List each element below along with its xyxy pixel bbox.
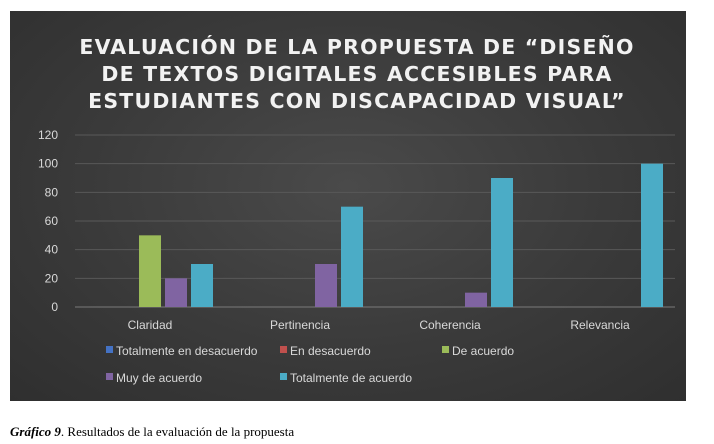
y-tick-label: 40: [45, 243, 59, 257]
caption-label: Gráfico 9: [10, 424, 61, 439]
category-label: Coherencia: [419, 318, 481, 332]
chart-title-line-1: EVALUACIÓN DE LA PROPUESTA DE “DISEÑO: [79, 34, 634, 59]
bar: [641, 163, 663, 307]
legend-swatch: [280, 373, 287, 380]
legend-label: Totalmente de acuerdo: [290, 371, 412, 385]
legend-label: De acuerdo: [452, 344, 514, 358]
y-tick-label: 0: [51, 300, 58, 314]
bar: [165, 278, 187, 307]
legend-label: En desacuerdo: [290, 344, 371, 358]
category-label: Relevancia: [570, 318, 630, 332]
bars: [139, 163, 663, 307]
legend-label: Totalmente en desacuerdo: [116, 344, 258, 358]
bar: [191, 264, 213, 307]
bar: [341, 206, 363, 307]
legend-swatch: [106, 346, 113, 353]
y-tick-label: 100: [38, 157, 58, 171]
chart-title-line-3: ESTUDIANTES CON DISCAPACIDAD VISUAL”: [88, 89, 626, 113]
bar: [465, 292, 487, 307]
y-tick-label: 20: [45, 271, 59, 285]
bar: [315, 264, 337, 307]
y-tick-label: 120: [38, 128, 58, 142]
category-label: Claridad: [128, 318, 173, 332]
category-label: Pertinencia: [270, 318, 330, 332]
legend-label: Muy de acuerdo: [116, 371, 202, 385]
legend: Totalmente en desacuerdo En desacuerdo De …: [106, 344, 514, 385]
bar: [139, 235, 161, 307]
x-axis-categories: Claridad Pertinencia Coherencia Relevancia: [128, 318, 630, 332]
bar-chart: EVALUACIÓN DE LA PROPUESTA DE “DISEÑO DE…: [38, 34, 675, 385]
legend-swatch: [280, 346, 287, 353]
legend-swatch: [442, 346, 449, 353]
chart-panel: EVALUACIÓN DE LA PROPUESTA DE “DISEÑO DE…: [10, 11, 686, 401]
caption-text: . Resultados de la evaluación de la prop…: [60, 424, 295, 439]
y-axis-ticks: 0 20 40 60 80 100 120: [38, 128, 58, 314]
legend-swatch: [106, 373, 113, 380]
chart-title-line-2: DE TEXTOS DIGITALES ACCESIBLES PARA: [101, 62, 612, 86]
bar: [491, 178, 513, 307]
figure-caption: Gráfico 9. Resultados de la evaluación d…: [10, 424, 294, 440]
y-tick-label: 80: [45, 185, 59, 199]
y-tick-label: 60: [45, 214, 59, 228]
